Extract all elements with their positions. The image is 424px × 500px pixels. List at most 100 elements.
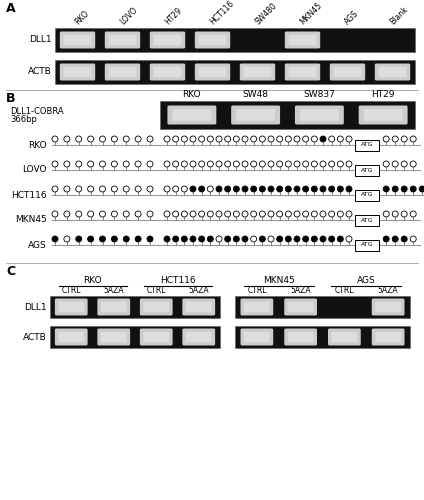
Circle shape	[320, 211, 326, 217]
Text: ATG: ATG	[361, 168, 373, 172]
Circle shape	[329, 136, 335, 142]
FancyBboxPatch shape	[332, 332, 357, 342]
Circle shape	[216, 161, 222, 167]
Circle shape	[259, 236, 265, 242]
Text: RKO: RKO	[183, 90, 201, 99]
Circle shape	[303, 211, 309, 217]
Circle shape	[207, 236, 213, 242]
Circle shape	[135, 211, 141, 217]
FancyBboxPatch shape	[140, 328, 173, 345]
FancyBboxPatch shape	[240, 298, 273, 316]
Circle shape	[76, 136, 82, 142]
Text: LOVO: LOVO	[118, 5, 139, 26]
Text: B: B	[6, 92, 16, 105]
Circle shape	[311, 136, 317, 142]
Circle shape	[311, 186, 317, 192]
FancyBboxPatch shape	[98, 328, 130, 345]
Circle shape	[112, 161, 117, 167]
FancyBboxPatch shape	[355, 140, 379, 150]
Circle shape	[392, 211, 398, 217]
Circle shape	[100, 236, 106, 242]
Text: RKO: RKO	[28, 140, 47, 149]
Circle shape	[346, 136, 352, 142]
FancyBboxPatch shape	[59, 302, 84, 312]
Text: 5AZA: 5AZA	[290, 286, 311, 295]
Circle shape	[164, 211, 170, 217]
Circle shape	[401, 136, 407, 142]
Text: 366bp: 366bp	[10, 116, 37, 124]
Text: AGS: AGS	[357, 276, 376, 285]
Circle shape	[233, 211, 239, 217]
Circle shape	[383, 161, 389, 167]
Circle shape	[329, 161, 335, 167]
FancyBboxPatch shape	[285, 64, 320, 80]
FancyBboxPatch shape	[364, 109, 402, 121]
Circle shape	[225, 211, 231, 217]
Circle shape	[410, 186, 416, 192]
Circle shape	[242, 211, 248, 217]
Circle shape	[190, 236, 196, 242]
Circle shape	[135, 236, 141, 242]
Circle shape	[76, 236, 82, 242]
Circle shape	[88, 211, 94, 217]
Circle shape	[338, 236, 343, 242]
Circle shape	[383, 186, 389, 192]
Circle shape	[190, 211, 196, 217]
Circle shape	[100, 211, 106, 217]
Circle shape	[123, 236, 129, 242]
Circle shape	[419, 186, 424, 192]
Circle shape	[100, 136, 106, 142]
Text: AGS: AGS	[343, 8, 361, 26]
Circle shape	[147, 211, 153, 217]
FancyBboxPatch shape	[98, 298, 130, 316]
Circle shape	[268, 211, 274, 217]
FancyBboxPatch shape	[355, 164, 379, 175]
Circle shape	[207, 186, 213, 192]
Circle shape	[147, 136, 153, 142]
Circle shape	[251, 236, 257, 242]
Circle shape	[233, 236, 239, 242]
Circle shape	[199, 236, 205, 242]
Circle shape	[285, 186, 291, 192]
Circle shape	[164, 136, 170, 142]
FancyBboxPatch shape	[328, 328, 361, 345]
Circle shape	[303, 236, 309, 242]
FancyBboxPatch shape	[195, 32, 230, 48]
Circle shape	[242, 161, 248, 167]
Circle shape	[294, 236, 300, 242]
Text: SW837: SW837	[304, 90, 335, 99]
Circle shape	[303, 161, 309, 167]
FancyBboxPatch shape	[355, 214, 379, 226]
Circle shape	[64, 236, 70, 242]
Text: HCT116: HCT116	[208, 0, 236, 26]
Circle shape	[147, 236, 153, 242]
FancyBboxPatch shape	[153, 35, 181, 45]
Circle shape	[242, 236, 248, 242]
Circle shape	[88, 186, 94, 192]
Circle shape	[123, 161, 129, 167]
Circle shape	[277, 211, 283, 217]
Text: ATG: ATG	[361, 192, 373, 198]
Circle shape	[112, 211, 117, 217]
Circle shape	[88, 236, 94, 242]
Circle shape	[88, 161, 94, 167]
Circle shape	[112, 136, 117, 142]
Circle shape	[52, 211, 58, 217]
FancyBboxPatch shape	[372, 298, 404, 316]
FancyBboxPatch shape	[150, 64, 185, 80]
FancyBboxPatch shape	[60, 32, 95, 48]
Circle shape	[173, 136, 179, 142]
Text: CTRL: CTRL	[147, 286, 166, 295]
Circle shape	[410, 211, 416, 217]
Circle shape	[225, 161, 231, 167]
Circle shape	[259, 136, 265, 142]
Circle shape	[123, 186, 129, 192]
Text: A: A	[6, 2, 16, 15]
Circle shape	[383, 136, 389, 142]
Circle shape	[147, 186, 153, 192]
Circle shape	[401, 236, 407, 242]
Text: SW48: SW48	[243, 90, 269, 99]
FancyBboxPatch shape	[379, 67, 407, 77]
Circle shape	[311, 236, 317, 242]
Circle shape	[64, 211, 70, 217]
